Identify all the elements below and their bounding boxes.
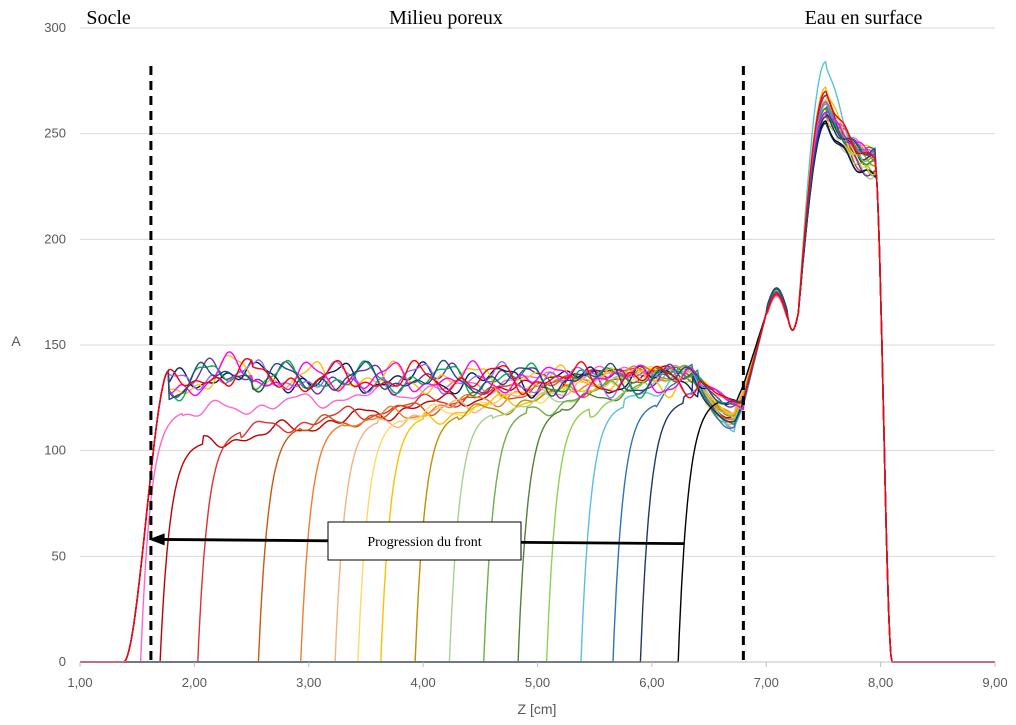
saturated-curve xyxy=(80,113,995,663)
x-tick-label: 2,00 xyxy=(182,675,207,690)
front-curve xyxy=(80,114,995,663)
annotation: Progression du front xyxy=(148,521,684,561)
saturated-curve xyxy=(80,101,995,663)
saturated-curve xyxy=(80,86,995,663)
x-tick-label: 8,00 xyxy=(868,675,893,690)
y-tick-label: 300 xyxy=(44,20,66,35)
grid xyxy=(80,27,995,557)
y-tick-label: 200 xyxy=(44,231,66,246)
y-axis: 0 50 100 150 200 250 300 xyxy=(44,20,66,669)
x-axis-title: Z [cm] xyxy=(518,701,557,717)
saturated-curve xyxy=(80,111,995,663)
region-label: Eau en surface xyxy=(805,7,923,29)
x-tick-label: 5,00 xyxy=(525,675,550,690)
region-labels: Socle Milieu poreux Eau en surface xyxy=(86,7,922,29)
annotation-box xyxy=(327,521,522,561)
region-label: Socle xyxy=(86,7,131,29)
x-tick-label: 7,00 xyxy=(754,675,779,690)
front-curve xyxy=(80,111,995,663)
y-axis-title: A xyxy=(11,333,21,349)
series-curves xyxy=(80,60,995,663)
region-label: Milieu poreux xyxy=(389,7,503,29)
x-tick-label: 1,00 xyxy=(67,675,92,690)
y-tick-label: 50 xyxy=(52,548,66,563)
front-curve xyxy=(80,89,995,663)
front-curve xyxy=(80,113,995,663)
saturated-curve xyxy=(80,90,995,663)
x-tick-label: 4,00 xyxy=(410,675,435,690)
boundary-lines xyxy=(149,66,745,662)
front-curve xyxy=(80,112,995,663)
y-tick-label: 250 xyxy=(44,126,66,141)
y-tick-label: 0 xyxy=(59,654,66,669)
x-tick-label: 3,00 xyxy=(296,675,321,690)
saturated-curve xyxy=(80,122,995,663)
annotation-text: Progression du front xyxy=(367,535,481,550)
front-progression-arrowhead xyxy=(148,533,165,546)
x-tick-labels: 1,00 2,00 3,00 4,00 5,00 6,00 7,00 8,00 9,00 xyxy=(67,675,1007,690)
x-axis xyxy=(79,661,996,667)
y-tick-label: 100 xyxy=(44,443,66,458)
y-tick-label: 150 xyxy=(44,337,66,352)
x-tick-label: 6,00 xyxy=(639,675,664,690)
x-tick-label: 9,00 xyxy=(982,675,1007,690)
